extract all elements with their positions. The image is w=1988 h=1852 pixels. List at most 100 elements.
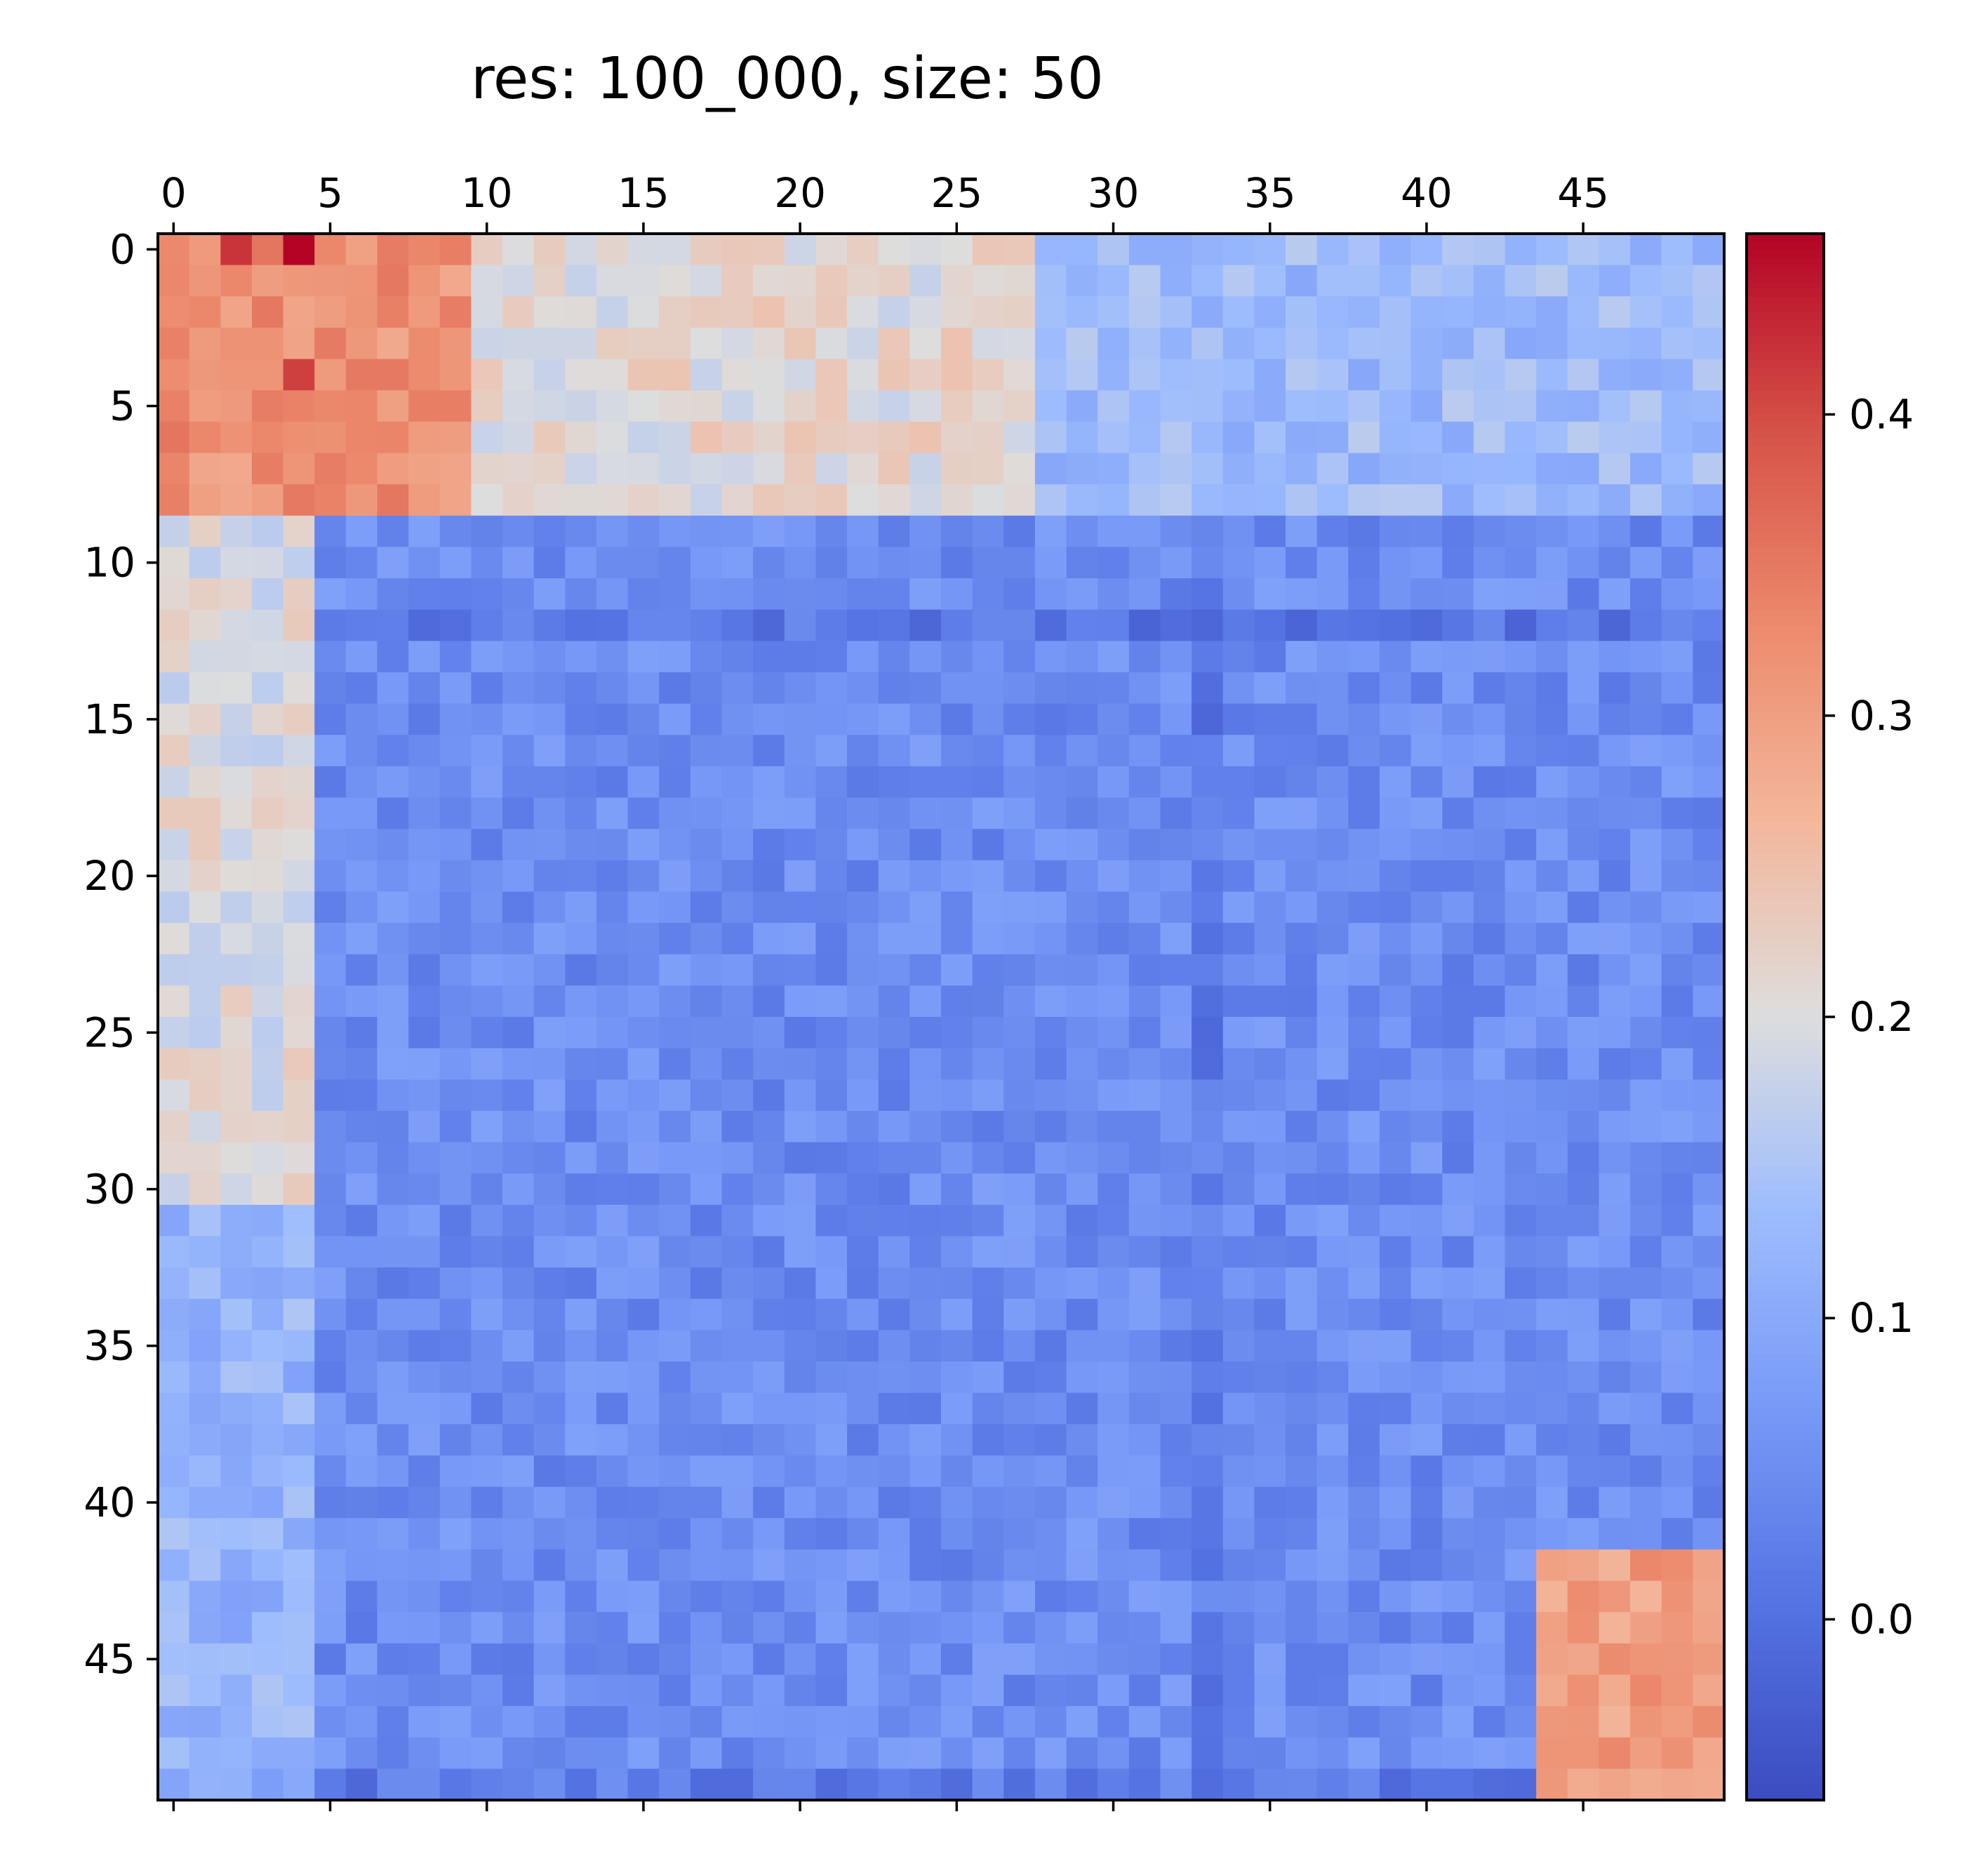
heatmap-cell — [471, 1079, 503, 1112]
heatmap-cell — [565, 1612, 597, 1644]
heatmap-cell — [314, 1643, 347, 1676]
heatmap-cell — [1003, 829, 1036, 861]
colorbar-segment — [1747, 382, 1824, 391]
heatmap-cell — [220, 609, 253, 641]
heatmap-cell — [1222, 609, 1255, 641]
heatmap-cell — [1003, 1298, 1036, 1331]
heatmap-cell — [533, 1330, 566, 1362]
heatmap-cell — [502, 923, 535, 955]
heatmap-cell — [972, 1298, 1004, 1331]
heatmap-cell — [972, 1017, 1004, 1049]
heatmap-cell — [847, 829, 879, 861]
heatmap-cell — [690, 985, 723, 1018]
heatmap-cell — [565, 672, 597, 705]
heatmap-cell — [1254, 1330, 1286, 1362]
heatmap-cell — [721, 1204, 754, 1237]
heatmap-cell — [1222, 1392, 1255, 1425]
heatmap-cell — [1160, 1173, 1192, 1206]
heatmap-cell — [1630, 547, 1662, 579]
heatmap-cell — [847, 1079, 879, 1112]
heatmap-cell — [690, 1612, 723, 1644]
heatmap-cell — [220, 1768, 253, 1801]
heatmap-cell — [251, 1643, 284, 1676]
heatmap-cell — [408, 359, 441, 391]
heatmap-cell — [1567, 609, 1600, 641]
heatmap-cell — [1003, 1392, 1036, 1425]
heatmap-cell — [1003, 1643, 1036, 1676]
heatmap-cell — [815, 1549, 848, 1582]
heatmap-cell — [251, 296, 284, 328]
colorbar-segment — [1747, 327, 1824, 336]
heatmap-cell — [251, 923, 284, 955]
heatmap-cell — [1286, 1643, 1318, 1676]
heatmap-cell — [1693, 1549, 1725, 1582]
heatmap-cell — [565, 265, 597, 297]
heatmap-cell — [314, 296, 347, 328]
heatmap-cell — [596, 1424, 629, 1456]
heatmap-cell — [377, 1706, 409, 1738]
heatmap-cell — [596, 923, 629, 955]
heatmap-cell — [408, 1455, 441, 1488]
heatmap-cell — [972, 265, 1004, 297]
heatmap-cell — [1003, 735, 1036, 767]
heatmap-cell — [1630, 1424, 1662, 1456]
heatmap-cell — [220, 327, 253, 360]
heatmap-cell — [1316, 735, 1349, 767]
heatmap-cell — [815, 578, 848, 611]
plot-frame — [156, 232, 1726, 1801]
heatmap-cell — [502, 234, 535, 266]
heatmap-cell — [158, 703, 190, 735]
heatmap-cell — [753, 1518, 785, 1550]
heatmap-cell — [439, 1706, 472, 1738]
heatmap-cell — [1286, 860, 1318, 893]
heatmap-cell — [408, 1267, 441, 1300]
heatmap-cell — [847, 453, 879, 485]
heatmap-cell — [1128, 1612, 1161, 1644]
heatmap-cell — [1066, 1204, 1098, 1237]
heatmap-cell — [471, 609, 503, 641]
heatmap-cell — [1098, 547, 1130, 579]
heatmap-cell — [220, 1110, 253, 1143]
heatmap-cell — [1630, 327, 1662, 360]
heatmap-cell — [721, 453, 754, 485]
heatmap-cell — [1410, 1737, 1443, 1769]
heatmap-cell — [878, 1298, 910, 1331]
heatmap-cell — [721, 1486, 754, 1519]
colorbar-segment — [1747, 1181, 1824, 1190]
heatmap-cell — [1442, 703, 1474, 735]
heatmap-cell — [283, 484, 315, 517]
heatmap-cell — [502, 609, 535, 641]
heatmap-cell — [1160, 1737, 1192, 1769]
heatmap-cell — [1254, 234, 1286, 266]
heatmap-cell — [220, 829, 253, 861]
heatmap-cell — [1693, 327, 1725, 360]
heatmap-cell — [627, 359, 660, 391]
heatmap-cell — [1128, 1424, 1161, 1456]
heatmap-cell — [158, 1737, 190, 1769]
heatmap-cell — [1348, 1455, 1380, 1488]
colorbar-segment — [1747, 1119, 1824, 1128]
heatmap-cell — [1128, 1392, 1161, 1425]
heatmap-cell — [1286, 1392, 1318, 1425]
heatmap-cell — [1098, 1048, 1130, 1080]
heatmap-cell — [1693, 1643, 1725, 1676]
heatmap-cell — [471, 891, 503, 924]
heatmap-cell — [972, 1361, 1004, 1394]
heatmap-cell — [690, 954, 723, 986]
colorbar-segment — [1747, 985, 1824, 994]
heatmap-cell — [878, 1017, 910, 1049]
heatmap-cell — [1003, 1737, 1036, 1769]
heatmap-cell — [847, 1549, 879, 1582]
heatmap-cell — [220, 891, 253, 924]
heatmap-cell — [690, 1236, 723, 1268]
heatmap-cell — [377, 860, 409, 893]
heatmap-cell — [1693, 703, 1725, 735]
heatmap-cell — [1693, 265, 1725, 297]
heatmap-cell — [439, 735, 472, 767]
heatmap-cell — [1536, 1110, 1568, 1143]
heatmap-cell — [1098, 1549, 1130, 1582]
heatmap-cell — [502, 954, 535, 986]
heatmap-cell — [909, 1142, 942, 1174]
heatmap-cell — [565, 1017, 597, 1049]
heatmap-cell — [345, 390, 378, 422]
